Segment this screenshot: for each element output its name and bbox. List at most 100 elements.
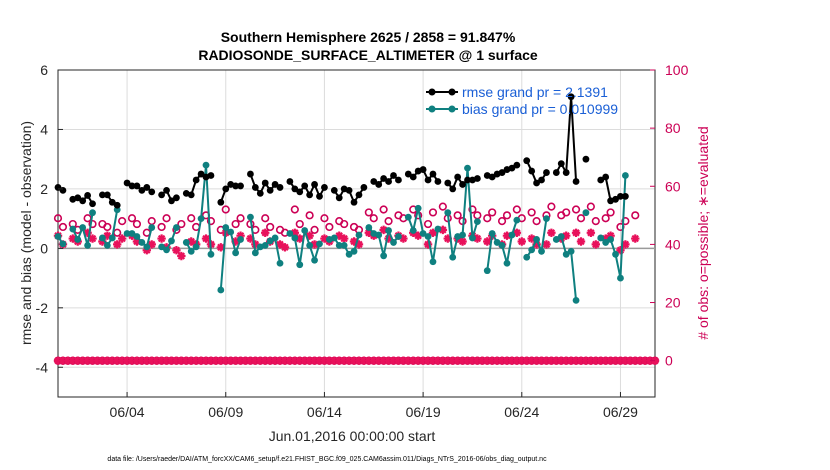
bias-point bbox=[419, 230, 427, 237]
obs-evaluated-point bbox=[389, 356, 398, 365]
obs-evaluated-point bbox=[88, 234, 97, 243]
bias-point bbox=[503, 259, 511, 267]
y-tick-label: -4 bbox=[36, 359, 49, 375]
bias-point bbox=[350, 247, 358, 255]
obs-evaluated-point bbox=[231, 237, 240, 246]
obs-possible-point bbox=[132, 219, 142, 229]
obs-possible-point bbox=[177, 219, 186, 229]
obs-evaluated-point bbox=[211, 356, 221, 365]
bias-point bbox=[473, 218, 481, 226]
y-axis-ticks: -4 -2 0 2 4 6 bbox=[36, 62, 63, 375]
obs-possible-point bbox=[325, 222, 334, 232]
obs-evaluated-point bbox=[226, 356, 235, 365]
rmse-point bbox=[103, 191, 111, 199]
rmse-point bbox=[498, 169, 506, 176]
rmse-point bbox=[360, 184, 368, 191]
bias-point bbox=[567, 247, 575, 255]
obs-evaluated-point bbox=[196, 356, 206, 365]
bias-point bbox=[301, 227, 309, 234]
y-tick-label: -2 bbox=[36, 300, 49, 316]
bias-point bbox=[538, 247, 545, 255]
legend-bias-label: bias grand pr = 0.010999 bbox=[462, 101, 618, 117]
obs-possible-point bbox=[576, 214, 586, 223]
obs-evaluated-point bbox=[458, 356, 467, 365]
obs-possible-point bbox=[236, 214, 245, 223]
bias-point bbox=[424, 233, 432, 240]
obs-evaluated-point bbox=[591, 356, 600, 365]
obs-evaluated-point bbox=[187, 237, 196, 246]
rmse-point bbox=[168, 197, 175, 205]
chart-title: Southern Hemisphere 2625 / 2858 = 91.847… bbox=[221, 29, 516, 45]
obs-possible-point bbox=[473, 211, 482, 220]
rmse-point bbox=[621, 192, 629, 200]
bias-point bbox=[562, 250, 570, 258]
x-tick-label: 06/29 bbox=[603, 404, 638, 420]
y2-tick-label: 0 bbox=[665, 353, 673, 369]
bias-point bbox=[602, 239, 610, 246]
rmse-point bbox=[345, 186, 353, 194]
rmse-point bbox=[291, 185, 299, 193]
rmse-point bbox=[89, 200, 96, 208]
obs-evaluated-point bbox=[187, 356, 196, 365]
obs-evaluated-point bbox=[359, 356, 369, 365]
obs-possible-point bbox=[488, 208, 497, 217]
bias-point bbox=[513, 216, 521, 224]
rmse-point bbox=[424, 176, 432, 184]
legend-rmse-marker bbox=[428, 88, 436, 96]
obs-evaluated-point bbox=[483, 356, 492, 365]
obs-evaluated-point bbox=[349, 356, 359, 365]
obs-possible-point bbox=[118, 217, 127, 226]
footnote: data file: /Users/raeder/DAI/ATM_forcXX/… bbox=[107, 456, 547, 463]
bias-point bbox=[375, 231, 383, 239]
obs-evaluated-point bbox=[68, 356, 78, 365]
obs-evaluated-point bbox=[73, 356, 82, 365]
obs-evaluated-point bbox=[280, 243, 290, 252]
y2-tick-label: 40 bbox=[665, 236, 681, 252]
bias-point bbox=[133, 233, 141, 240]
obs-evaluated-point bbox=[433, 356, 443, 365]
rmse-point bbox=[148, 188, 156, 196]
obs-possible-point bbox=[527, 208, 536, 217]
obs-evaluated-point bbox=[108, 356, 117, 365]
obs-possible-point bbox=[53, 214, 63, 223]
obs-possible-point bbox=[428, 208, 438, 217]
rmse-point bbox=[251, 184, 259, 191]
bias-point bbox=[434, 225, 442, 233]
bias-point bbox=[148, 224, 156, 231]
obs-evaluated-point bbox=[295, 356, 304, 365]
rmse-point bbox=[419, 166, 427, 173]
obs-possible-point bbox=[438, 202, 447, 211]
obs-evaluated-point bbox=[443, 234, 452, 243]
rmse-point bbox=[163, 186, 170, 194]
bias-point bbox=[173, 224, 180, 231]
obs-possible-point bbox=[532, 217, 541, 226]
bias-point bbox=[483, 267, 491, 275]
rmse-point bbox=[217, 198, 225, 206]
rmse-point bbox=[84, 192, 92, 199]
obs-possible-point bbox=[601, 214, 610, 223]
legend: rmse grand pr = 2.1391 bias grand pr = 0… bbox=[426, 84, 618, 117]
obs-possible-point bbox=[290, 205, 299, 214]
rmse-point bbox=[444, 179, 452, 187]
obs-possible-point bbox=[379, 205, 388, 214]
obs-evaluated-point bbox=[413, 356, 423, 365]
obs-evaluated-point bbox=[621, 356, 630, 365]
obs-evaluated-point bbox=[221, 356, 230, 365]
rmse-point bbox=[523, 157, 531, 165]
rmse-point bbox=[543, 169, 550, 176]
obs-evaluated-point bbox=[428, 356, 438, 365]
obs-evaluated-point bbox=[157, 356, 166, 365]
bias-point bbox=[385, 227, 392, 234]
rmse-point bbox=[306, 191, 314, 199]
rmse-point bbox=[335, 194, 343, 202]
obs-evaluated-point bbox=[201, 234, 211, 243]
obs-evaluated-point bbox=[621, 240, 630, 249]
bias-point bbox=[552, 236, 560, 243]
bias-point bbox=[498, 241, 506, 249]
obs-evaluated-point bbox=[261, 356, 270, 365]
obs-evaluated-point bbox=[635, 356, 645, 365]
rmse-point bbox=[370, 178, 378, 185]
bias-point bbox=[261, 241, 269, 249]
bias-point bbox=[271, 234, 279, 242]
obs-evaluated-point bbox=[93, 356, 102, 365]
